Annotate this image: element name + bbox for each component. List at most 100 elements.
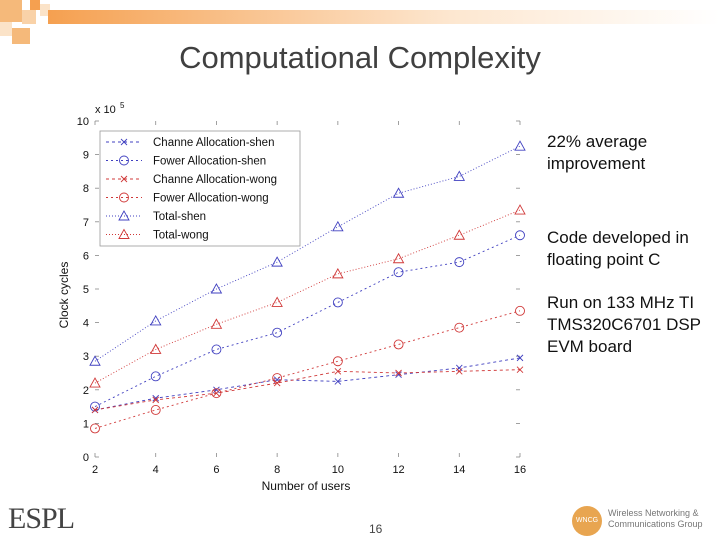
data-point	[395, 369, 402, 377]
x-tick-label: 16	[514, 464, 526, 476]
data-point	[332, 356, 343, 367]
x-tick-label: 8	[274, 464, 280, 476]
data-point	[334, 378, 342, 385]
data-point	[332, 220, 344, 232]
data-point	[150, 371, 161, 382]
data-point	[392, 252, 405, 264]
data-point-stroke	[152, 396, 160, 404]
data-point	[332, 297, 343, 308]
y-tick-label: 8	[83, 183, 89, 195]
deco-square-3	[30, 0, 40, 10]
y-tick-label: 5	[83, 284, 89, 296]
data-point	[211, 388, 222, 399]
legend-entry: Fower Allocation-wong	[153, 193, 269, 205]
legend-marker	[118, 210, 130, 221]
x-tick-label: 4	[153, 464, 159, 476]
data-point	[91, 406, 99, 414]
legend-marker-stroke	[120, 138, 128, 146]
note-floating-point: Code developed in floating point C	[547, 228, 689, 269]
data-point	[334, 368, 342, 375]
data-point	[453, 229, 466, 240]
page-number: 16	[369, 522, 383, 536]
data-point	[211, 344, 222, 355]
data-point	[392, 187, 405, 198]
data-point	[149, 343, 162, 354]
y-tick-label: 3	[83, 351, 89, 363]
data-point	[516, 366, 524, 373]
legend-marker	[120, 175, 128, 183]
data-point	[152, 394, 160, 402]
y-tick-label: 1	[83, 418, 89, 430]
y-tick-label: 0	[83, 452, 89, 464]
data-point	[453, 170, 466, 181]
deco-square-6	[40, 4, 50, 16]
series-line-4	[94, 310, 521, 429]
series-line-1	[94, 357, 521, 411]
legend-marker	[120, 138, 128, 146]
data-point	[514, 140, 526, 151]
data-point	[152, 396, 160, 404]
data-point	[272, 373, 283, 383]
data-point	[90, 401, 100, 412]
x-tick-label: 12	[392, 464, 404, 476]
data-point	[210, 318, 223, 329]
data-point	[149, 314, 162, 326]
data-point	[454, 257, 465, 268]
wncg-logo-text: Wireless Networking & Communications Gro…	[608, 508, 703, 529]
y-axis-exponent: x 10	[95, 104, 116, 116]
note-dsp-board: Run on 133 MHz TI TMS320C6701 DSP EVM bo…	[547, 293, 701, 356]
legend-entry: Channe Allocation-wong	[153, 174, 277, 186]
data-point	[213, 386, 220, 394]
data-point-stroke	[91, 406, 99, 414]
header-bar	[48, 10, 720, 24]
legend-entry: Channe Allocation-shen	[153, 137, 274, 149]
data-point-stroke	[334, 378, 342, 385]
data-point	[515, 305, 525, 316]
x-tick-label: 6	[213, 464, 219, 476]
series-line-3	[94, 369, 521, 411]
data-point	[455, 364, 463, 372]
legend-entry: Fower Allocation-shen	[153, 156, 266, 168]
data-point	[210, 283, 223, 294]
legend-entry: Total-wong	[153, 230, 209, 242]
legend-marker	[119, 155, 129, 166]
data-point	[90, 423, 100, 434]
data-point	[271, 256, 283, 267]
x-axis-label: Number of users	[262, 479, 351, 493]
y-tick-label: 7	[83, 217, 89, 229]
data-point-stroke	[152, 394, 160, 402]
deco-square-2	[22, 10, 36, 24]
y-axis-exponent-power: 5	[120, 101, 125, 110]
data-point	[393, 267, 404, 278]
x-tick-label: 10	[332, 464, 344, 476]
series-line-5	[94, 145, 521, 362]
data-point	[515, 230, 525, 241]
legend-box	[99, 130, 301, 247]
deco-square-4	[0, 22, 12, 36]
wncg-logo-badge: WNCG	[572, 506, 602, 536]
data-point	[455, 368, 463, 375]
data-point	[454, 322, 465, 333]
x-tick-label: 14	[453, 464, 465, 476]
espl-logo-text: ESPL	[8, 502, 75, 535]
data-point-stroke	[213, 386, 220, 394]
note-improvement: 22% average improvement	[547, 132, 648, 173]
data-point-stroke	[455, 364, 463, 372]
data-point	[516, 354, 524, 362]
legend-marker	[119, 192, 129, 203]
data-point-stroke	[273, 379, 281, 387]
deco-square-1	[0, 0, 22, 22]
slide-title: Computational Complexity	[179, 40, 541, 75]
x-tick-label: 2	[92, 464, 98, 476]
data-point	[89, 377, 101, 388]
data-point	[89, 355, 101, 366]
data-point	[273, 379, 281, 387]
data-point-stroke	[334, 368, 342, 375]
legend-entry: Total-shen	[153, 211, 206, 223]
data-point	[271, 296, 283, 307]
y-tick-label: 2	[83, 385, 89, 397]
data-point-stroke	[455, 368, 463, 375]
legend-marker	[118, 228, 130, 239]
data-point	[393, 339, 404, 350]
